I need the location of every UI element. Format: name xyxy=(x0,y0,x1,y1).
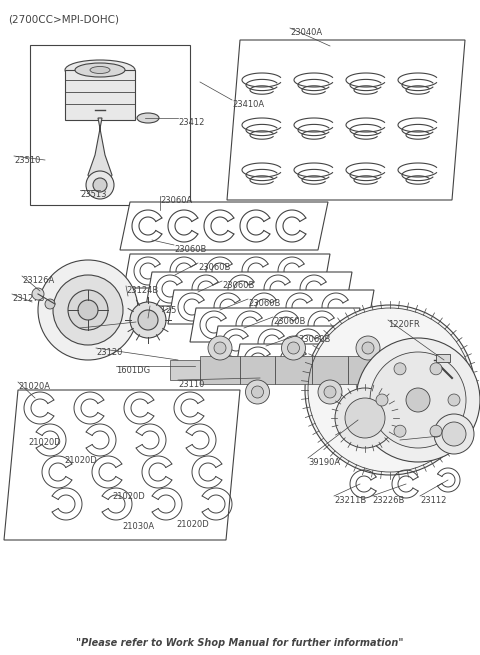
Polygon shape xyxy=(212,326,382,360)
Text: 21020D: 21020D xyxy=(112,492,145,501)
Polygon shape xyxy=(4,390,240,540)
Ellipse shape xyxy=(90,67,110,73)
Bar xyxy=(436,354,450,362)
Polygon shape xyxy=(190,308,360,342)
Text: 21020D: 21020D xyxy=(176,520,209,529)
Bar xyxy=(170,360,200,380)
Circle shape xyxy=(394,425,406,437)
Circle shape xyxy=(38,260,138,360)
Circle shape xyxy=(406,388,430,412)
Bar xyxy=(312,356,348,384)
Ellipse shape xyxy=(137,113,159,123)
Circle shape xyxy=(362,342,374,354)
Bar xyxy=(275,356,312,384)
Circle shape xyxy=(335,388,395,448)
Text: 23127B: 23127B xyxy=(12,294,44,303)
Circle shape xyxy=(68,290,108,330)
Circle shape xyxy=(208,336,232,360)
Circle shape xyxy=(130,302,166,338)
Text: 23060B: 23060B xyxy=(174,245,206,254)
Text: 23110: 23110 xyxy=(178,380,204,389)
Circle shape xyxy=(93,178,107,192)
Text: 23124B: 23124B xyxy=(126,286,158,295)
Text: 21020D: 21020D xyxy=(28,438,61,447)
Text: (2700CC>MPI-DOHC): (2700CC>MPI-DOHC) xyxy=(8,14,119,24)
Circle shape xyxy=(245,380,269,404)
Circle shape xyxy=(376,394,388,406)
Bar xyxy=(240,356,275,384)
Circle shape xyxy=(448,394,460,406)
Text: 1220FR: 1220FR xyxy=(388,320,420,329)
Text: 23412: 23412 xyxy=(178,118,204,127)
Circle shape xyxy=(32,288,44,300)
Bar xyxy=(200,356,240,384)
Text: 21020A: 21020A xyxy=(18,382,50,391)
Text: 23060B: 23060B xyxy=(248,299,280,308)
Circle shape xyxy=(324,386,336,398)
Bar xyxy=(65,70,135,120)
Circle shape xyxy=(434,414,474,454)
Circle shape xyxy=(305,305,475,475)
Circle shape xyxy=(356,336,380,360)
Text: 1601DG: 1601DG xyxy=(116,366,150,375)
Circle shape xyxy=(288,342,300,354)
Circle shape xyxy=(78,300,98,320)
Circle shape xyxy=(86,171,114,199)
Circle shape xyxy=(370,352,466,448)
Polygon shape xyxy=(124,254,330,288)
Text: 23060B: 23060B xyxy=(222,281,254,290)
Text: 23510: 23510 xyxy=(14,156,40,165)
Text: 23311B: 23311B xyxy=(400,440,432,449)
Text: 23226B: 23226B xyxy=(372,496,404,505)
Bar xyxy=(348,356,388,384)
Circle shape xyxy=(53,275,123,345)
Text: 23040A: 23040A xyxy=(290,28,322,37)
Circle shape xyxy=(430,425,442,437)
Circle shape xyxy=(318,380,342,404)
Text: 23126A: 23126A xyxy=(22,276,54,285)
Ellipse shape xyxy=(75,63,125,77)
Circle shape xyxy=(345,398,385,438)
Bar xyxy=(240,360,275,380)
Bar xyxy=(200,360,240,380)
Circle shape xyxy=(430,363,442,375)
Polygon shape xyxy=(168,290,374,324)
Polygon shape xyxy=(227,40,465,200)
Circle shape xyxy=(45,299,55,309)
Bar xyxy=(30,45,190,205)
Circle shape xyxy=(281,336,305,360)
Text: 23410A: 23410A xyxy=(232,100,264,109)
Circle shape xyxy=(442,422,466,446)
Circle shape xyxy=(356,338,480,462)
Text: 23060B: 23060B xyxy=(298,335,330,344)
Circle shape xyxy=(214,342,226,354)
Text: 21030A: 21030A xyxy=(122,522,154,531)
Text: "Please refer to Work Shop Manual for further information": "Please refer to Work Shop Manual for fu… xyxy=(76,638,404,648)
Text: 1431CA: 1431CA xyxy=(80,328,113,337)
Text: 23060B: 23060B xyxy=(273,317,305,326)
Text: 23112: 23112 xyxy=(420,496,446,505)
Ellipse shape xyxy=(65,60,135,80)
Polygon shape xyxy=(234,344,404,378)
Polygon shape xyxy=(146,272,352,306)
Text: 23513: 23513 xyxy=(80,190,107,199)
Text: 21020D: 21020D xyxy=(64,456,97,465)
Text: 23060A: 23060A xyxy=(160,196,192,205)
Bar xyxy=(312,360,348,380)
Circle shape xyxy=(138,310,158,330)
Text: 39190A: 39190A xyxy=(308,458,340,467)
Text: 23125: 23125 xyxy=(150,306,176,315)
Polygon shape xyxy=(120,202,328,250)
Text: 23060B: 23060B xyxy=(198,263,230,272)
Circle shape xyxy=(394,363,406,375)
Text: 23211B: 23211B xyxy=(334,496,366,505)
Bar xyxy=(275,360,312,380)
Polygon shape xyxy=(88,118,112,188)
Text: 23120: 23120 xyxy=(96,348,122,357)
Bar xyxy=(348,360,388,380)
Circle shape xyxy=(252,386,264,398)
